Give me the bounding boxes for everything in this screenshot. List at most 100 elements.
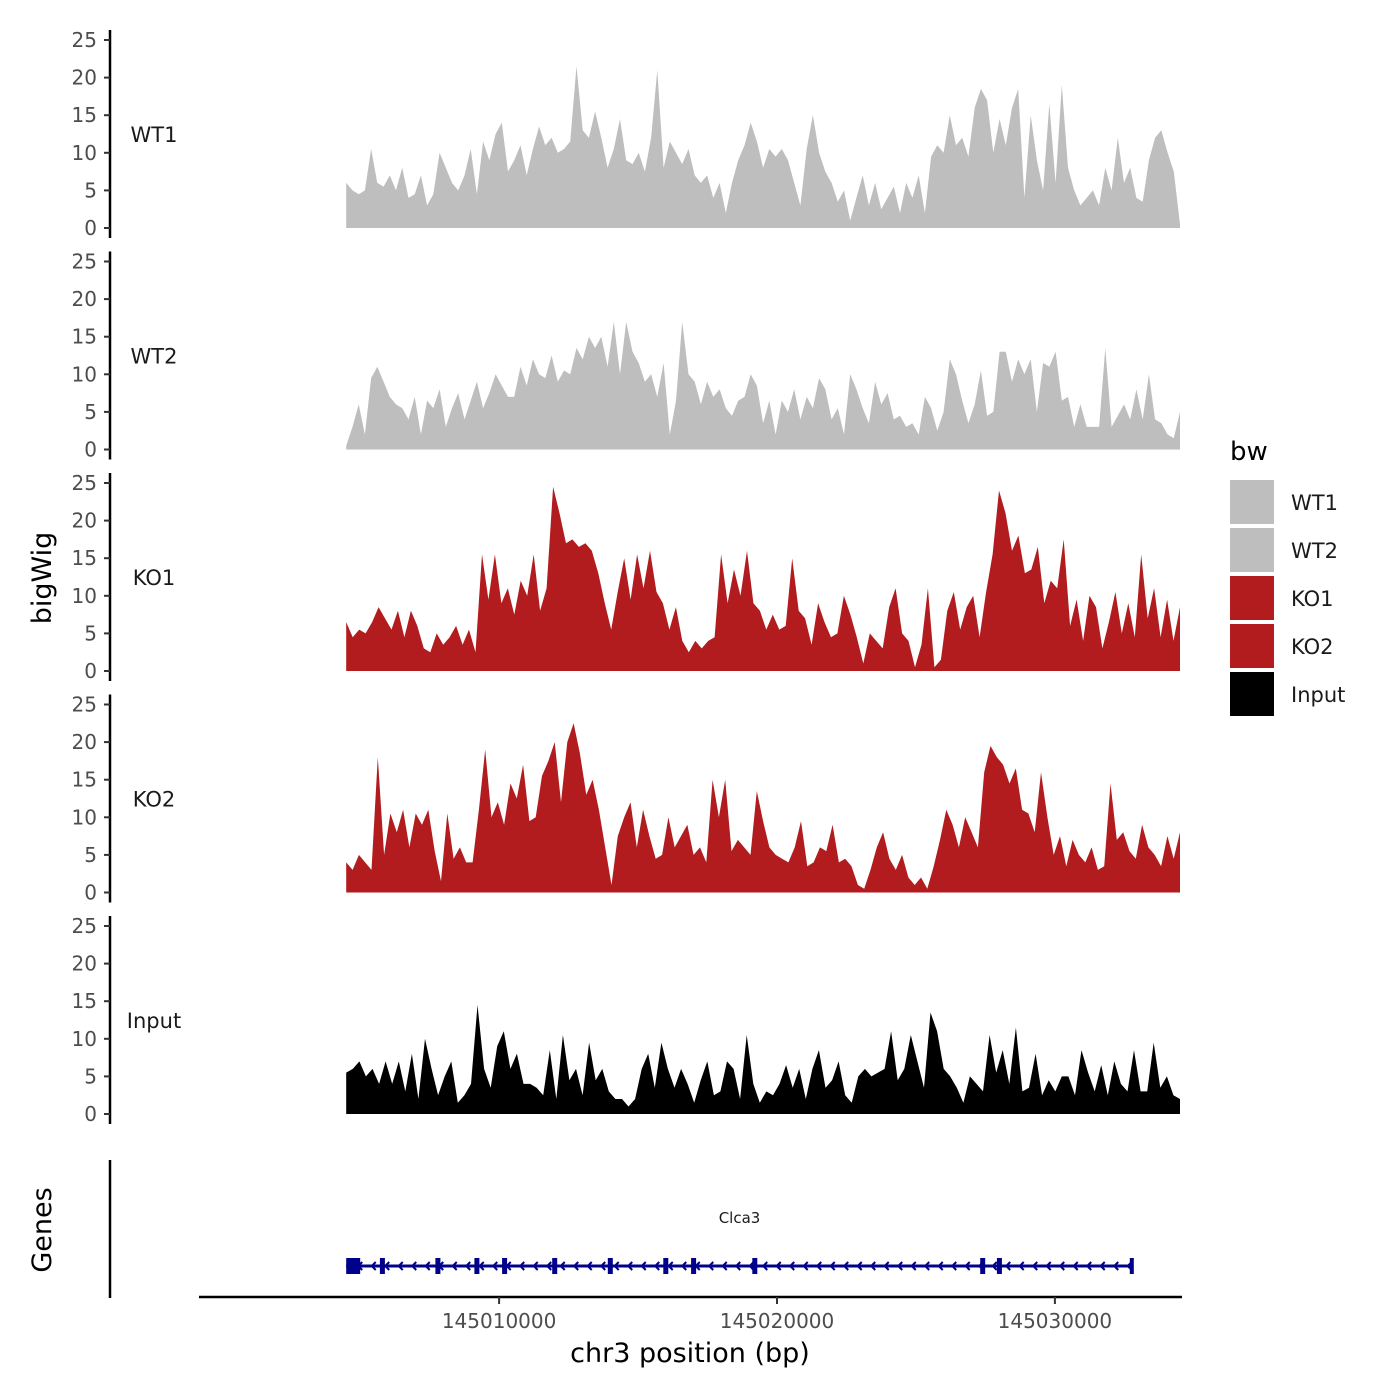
- exon-block: [379, 1258, 385, 1274]
- strand-arrow: [923, 1261, 930, 1271]
- y-tick-label: 5: [84, 178, 97, 202]
- strand-arrow: [680, 1261, 687, 1271]
- exon-block: [474, 1258, 480, 1274]
- strand-arrow: [1018, 1261, 1025, 1271]
- exon-block: [752, 1258, 758, 1274]
- strand-arrow: [775, 1261, 782, 1271]
- legend-swatch-input: [1230, 672, 1274, 716]
- y-tick-label: 10: [72, 584, 97, 608]
- strand-arrow: [545, 1261, 552, 1271]
- y-tick-label: 0: [84, 1102, 97, 1126]
- y-tick-label: 0: [84, 438, 97, 462]
- y-tick-label: 15: [72, 989, 97, 1013]
- strand-arrow: [1058, 1261, 1065, 1271]
- track-label-wt2: WT2: [131, 345, 178, 369]
- y-tick-label: 25: [72, 914, 97, 938]
- y-tick-label: 20: [72, 730, 97, 754]
- strand-arrow: [937, 1261, 944, 1271]
- strand-arrow: [667, 1261, 674, 1271]
- strand-arrow: [964, 1261, 971, 1271]
- signal-area-input: [346, 1005, 1180, 1114]
- y-tick-label: 15: [72, 546, 97, 570]
- strand-arrow: [721, 1261, 728, 1271]
- strand-arrow: [1085, 1261, 1092, 1271]
- strand-arrow: [626, 1261, 633, 1271]
- strand-arrow: [869, 1261, 876, 1271]
- exon-block: [980, 1258, 986, 1274]
- strand-arrow: [883, 1261, 890, 1271]
- y-tick-label: 15: [72, 325, 97, 349]
- strand-arrow: [464, 1261, 471, 1271]
- exon-block: [552, 1258, 558, 1274]
- y-tick-label: 10: [72, 141, 97, 165]
- y-tick-label: 25: [72, 471, 97, 495]
- strand-arrow: [910, 1261, 917, 1271]
- legend-label-ko2: KO2: [1291, 635, 1334, 659]
- strand-arrow: [491, 1261, 498, 1271]
- legend-title: bw: [1230, 437, 1268, 467]
- y-tick-label: 15: [72, 768, 97, 792]
- legend-label-wt1: WT1: [1291, 491, 1338, 515]
- legend-swatch-wt2: [1230, 528, 1274, 572]
- gene-panel: Clca3: [108, 1160, 1134, 1298]
- legend-label-wt2: WT2: [1291, 539, 1338, 563]
- strand-arrow: [707, 1261, 714, 1271]
- y-tick-label: 5: [84, 843, 97, 867]
- gene-panel-title: Genes: [27, 1187, 58, 1272]
- exon-block: [435, 1258, 441, 1274]
- strand-arrow: [572, 1261, 579, 1271]
- x-axis-title: chr3 position (bp): [570, 1338, 810, 1369]
- strand-arrow: [1045, 1261, 1052, 1271]
- y-tick-label: 20: [72, 66, 97, 90]
- strand-arrow: [383, 1261, 390, 1271]
- y-tick-label: 0: [84, 881, 97, 905]
- y-tick-label: 25: [72, 250, 97, 274]
- strand-arrow: [896, 1261, 903, 1271]
- y-tick-label: 0: [84, 216, 97, 240]
- strand-arrow: [734, 1261, 741, 1271]
- strand-arrow: [1099, 1261, 1106, 1271]
- signal-tracks: [346, 66, 1180, 1114]
- strand-arrow: [991, 1261, 998, 1271]
- y-tick-label: 5: [84, 1064, 97, 1088]
- y-tick-label: 5: [84, 621, 97, 645]
- strand-arrow: [370, 1261, 377, 1271]
- strand-arrow: [802, 1261, 809, 1271]
- strand-arrow: [856, 1261, 863, 1271]
- legend-label-input: Input: [1291, 683, 1345, 707]
- strand-arrow: [640, 1261, 647, 1271]
- strand-arrow: [815, 1261, 822, 1271]
- strand-arrow: [1112, 1261, 1119, 1271]
- strand-arrow: [424, 1261, 431, 1271]
- signal-area-ko1: [346, 486, 1180, 671]
- y-tick-label: 20: [72, 509, 97, 533]
- strand-arrow: [653, 1261, 660, 1271]
- strand-arrow: [410, 1261, 417, 1271]
- strand-arrow: [788, 1261, 795, 1271]
- x-tick-label: 145010000: [442, 1309, 557, 1333]
- track-label-ko2: KO2: [133, 788, 176, 812]
- strand-arrow: [1072, 1261, 1079, 1271]
- exon-block: [996, 1258, 1002, 1274]
- y-tick-label: 20: [72, 952, 97, 976]
- strand-arrow: [1031, 1261, 1038, 1271]
- y-tick-label: 10: [72, 1027, 97, 1051]
- y-tick-label: 20: [72, 287, 97, 311]
- signal-area-wt1: [346, 66, 1180, 228]
- axes: WT1 0 5 10 15 20 25 WT2 0 5 10 15 20 25 KO1 0 5 10 15 20 25 K…: [72, 28, 1182, 1333]
- y-tick-label: 10: [72, 362, 97, 386]
- exon-block: [663, 1258, 669, 1274]
- strand-arrow: [586, 1261, 593, 1271]
- strand-arrow: [613, 1261, 620, 1271]
- x-tick-label: 145020000: [720, 1309, 835, 1333]
- strand-arrow: [829, 1261, 836, 1271]
- legend: bw WT1 WT2 KO1 KO2 Input: [1230, 437, 1345, 716]
- y-tick-label: 10: [72, 805, 97, 829]
- strand-arrow: [451, 1261, 458, 1271]
- x-tick-label: 145030000: [998, 1309, 1113, 1333]
- strand-arrow: [478, 1261, 485, 1271]
- track-label-ko1: KO1: [133, 566, 176, 590]
- strand-arrow: [397, 1261, 404, 1271]
- y-tick-label: 0: [84, 659, 97, 683]
